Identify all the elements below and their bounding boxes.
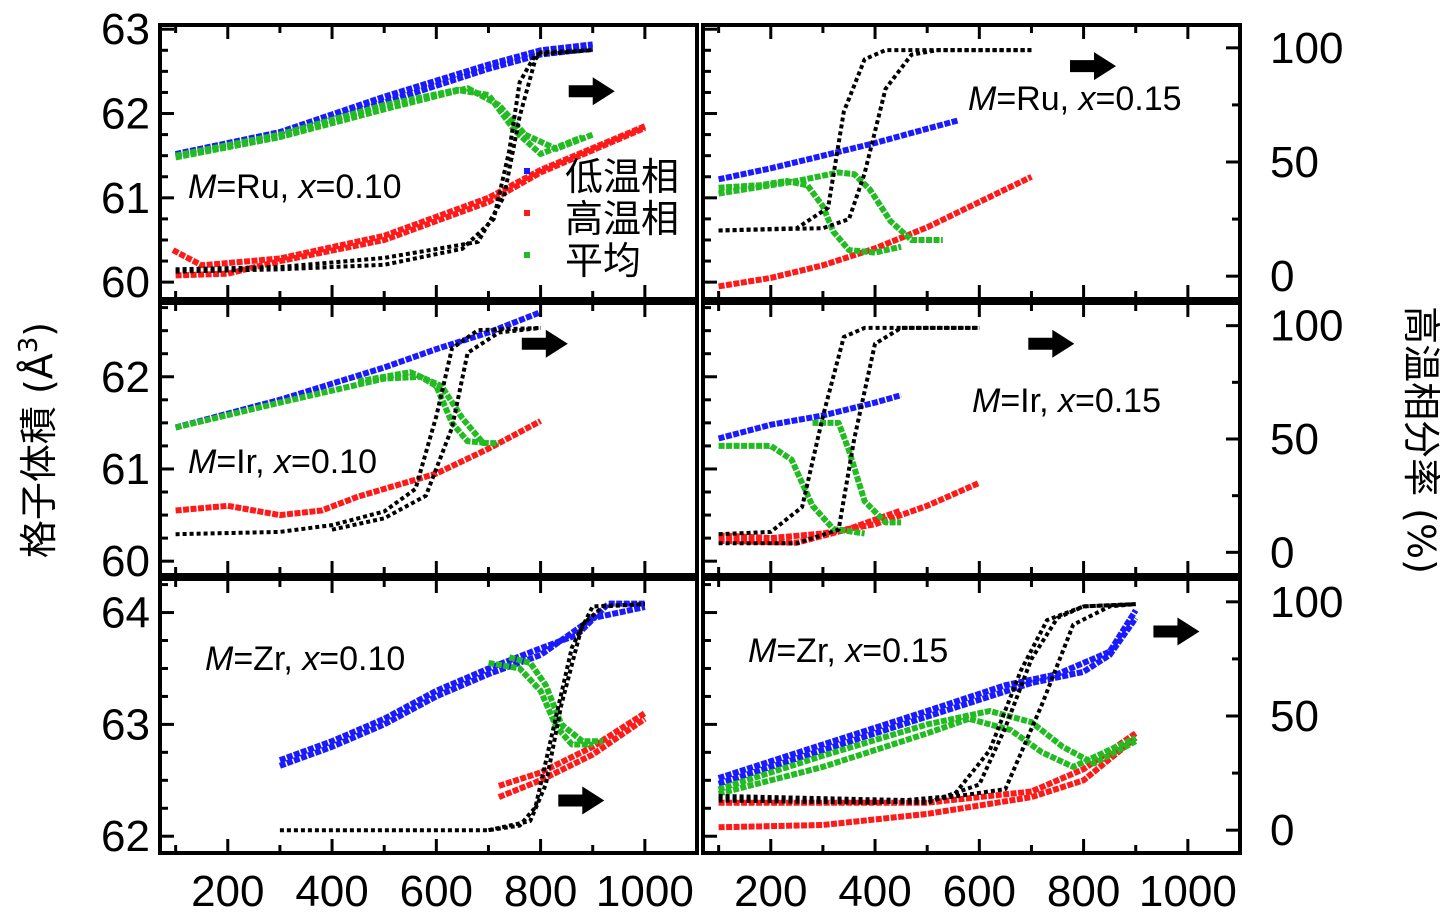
y-tick-label-left-ru-010: 62 bbox=[101, 90, 150, 139]
panel-label-zr-015: M=Zr, x=0.15 bbox=[748, 632, 948, 670]
panel-label-zr-010: M=Zr, x=0.10 bbox=[205, 640, 405, 678]
series-avg-zr-010-5 bbox=[508, 654, 604, 745]
series-avg-ru-010-5 bbox=[175, 85, 594, 161]
series-high-ru-015-1 bbox=[718, 174, 1033, 290]
frame-layer bbox=[158, 23, 1242, 855]
y-axis-label-left: 格子体積 (Å3) bbox=[14, 322, 61, 558]
series-high-ir-010-1 bbox=[175, 418, 543, 519]
series-frac-zr-015-7 bbox=[718, 602, 1136, 805]
series-frac-ir-010-5 bbox=[331, 325, 541, 532]
y-tick-label-left-ir-010: 61 bbox=[101, 445, 150, 494]
x-tick-label-col0-400: 400 bbox=[295, 867, 368, 916]
series-avg-ir-015-3 bbox=[718, 442, 866, 537]
series-low-zr-015-0 bbox=[717, 608, 1139, 781]
y-tick-label-right-ir-015: 100 bbox=[1270, 302, 1343, 351]
y-tick-label-right-ir-015: 50 bbox=[1270, 415, 1319, 464]
panel-label-ru-010: M=Ru, x=0.10 bbox=[188, 168, 402, 206]
series-frac-ir-010-4 bbox=[175, 325, 541, 537]
series-low-zr-010-0 bbox=[278, 600, 645, 764]
series-layer bbox=[171, 41, 1139, 833]
y-tick-label-left-zr-010: 63 bbox=[101, 700, 150, 749]
series-low-zr-010-1 bbox=[278, 604, 646, 769]
x-tick-label-col0-600: 600 bbox=[400, 867, 473, 916]
panel-label-ir-015: M=Ir, x=0.15 bbox=[972, 382, 1161, 420]
y-tick-label-right-zr-015: 50 bbox=[1270, 692, 1319, 741]
x-tick-label-col1-800: 800 bbox=[1047, 867, 1120, 916]
x-tick-label-col1-400: 400 bbox=[838, 867, 911, 916]
arrow-right-zr-015-0 bbox=[1153, 617, 1200, 646]
panel-label-ir-010: M=Ir, x=0.10 bbox=[188, 443, 377, 481]
y-tick-label-left-zr-010: 62 bbox=[101, 812, 150, 861]
arrow-right-ir-010-0 bbox=[521, 329, 568, 358]
arrow-right-ir-015-0 bbox=[1028, 329, 1075, 358]
y-tick-label-left-ru-010: 61 bbox=[101, 174, 150, 223]
panel-frame-ru-015 bbox=[701, 23, 1242, 301]
y-tick-label-left-ir-010: 60 bbox=[101, 537, 150, 586]
panel-frame-ir-010 bbox=[158, 301, 699, 577]
series-frac-zr-010-7 bbox=[488, 602, 646, 833]
series-avg-zr-010-4 bbox=[487, 659, 593, 748]
y-tick-label-right-ru-015: 100 bbox=[1270, 24, 1343, 73]
series-frac-ru-010-6 bbox=[175, 48, 593, 274]
y-tick-label-left-ir-010: 62 bbox=[101, 353, 150, 402]
series-high-zr-010-3 bbox=[497, 710, 647, 789]
x-tick-label-col1-600: 600 bbox=[943, 867, 1016, 916]
y-tick-label-left-zr-010: 64 bbox=[101, 589, 150, 638]
series-low-ru-010-0 bbox=[174, 41, 594, 157]
legend-marker-1 bbox=[524, 210, 530, 216]
y-tick-label-right-zr-015: 0 bbox=[1270, 806, 1294, 855]
y-tick-label-right-ru-015: 50 bbox=[1270, 138, 1319, 187]
panel-frame-ru-010 bbox=[158, 23, 699, 301]
x-tick-label-col0-800: 800 bbox=[504, 867, 577, 916]
arrow-right-ru-015-0 bbox=[1070, 52, 1117, 81]
series-avg-ir-015-4 bbox=[812, 419, 902, 526]
y-tick-label-right-zr-015: 100 bbox=[1270, 578, 1343, 627]
x-tick-label-col1-1000: 1000 bbox=[1139, 867, 1237, 916]
y-tick-label-left-ru-010: 63 bbox=[101, 5, 150, 54]
panel-frame-zr-010 bbox=[158, 577, 699, 855]
series-avg-ir-010-3 bbox=[357, 369, 499, 447]
y-tick-label-right-ir-015: 0 bbox=[1270, 528, 1294, 577]
series-low-ir-010-0 bbox=[174, 309, 542, 431]
legend-marker-2 bbox=[524, 252, 530, 258]
series-avg-zr-015-5 bbox=[717, 715, 1137, 797]
y-tick-label-right-ru-015: 0 bbox=[1270, 252, 1294, 301]
legend-label-0: 低温相 bbox=[565, 155, 679, 199]
series-frac-ru-015-5 bbox=[718, 48, 1032, 233]
arrow-right-zr-010-0 bbox=[558, 786, 605, 815]
series-low-ru-015-0 bbox=[717, 117, 960, 183]
x-tick-label-col1-200: 200 bbox=[734, 867, 807, 916]
y-tick-label-left-ru-010: 60 bbox=[101, 258, 150, 307]
series-high-ru-010-3 bbox=[175, 125, 647, 279]
panel-label-ru-015: M=Ru, x=0.15 bbox=[968, 80, 1182, 118]
series-high-zr-015-2 bbox=[718, 735, 1138, 831]
legend-marker-0 bbox=[524, 168, 530, 174]
series-frac-ir-015-6 bbox=[718, 325, 980, 546]
series-frac-ir-015-5 bbox=[718, 325, 980, 537]
legend-label-2: 平均 bbox=[565, 239, 641, 283]
series-avg-ru-015-2 bbox=[718, 178, 902, 256]
series-low-ir-015-0 bbox=[717, 392, 902, 442]
x-tick-label-col0-1000: 1000 bbox=[596, 867, 694, 916]
x-tick-label-col0-200: 200 bbox=[191, 867, 264, 916]
series-frac-zr-015-8 bbox=[718, 602, 1136, 803]
arrow-right-ru-010-0 bbox=[568, 77, 615, 106]
legend-label-1: 高温相 bbox=[565, 197, 679, 241]
y-axis-label-right: 高温相分率 (%) bbox=[1399, 306, 1440, 574]
series-low-zr-015-1 bbox=[717, 616, 1139, 787]
